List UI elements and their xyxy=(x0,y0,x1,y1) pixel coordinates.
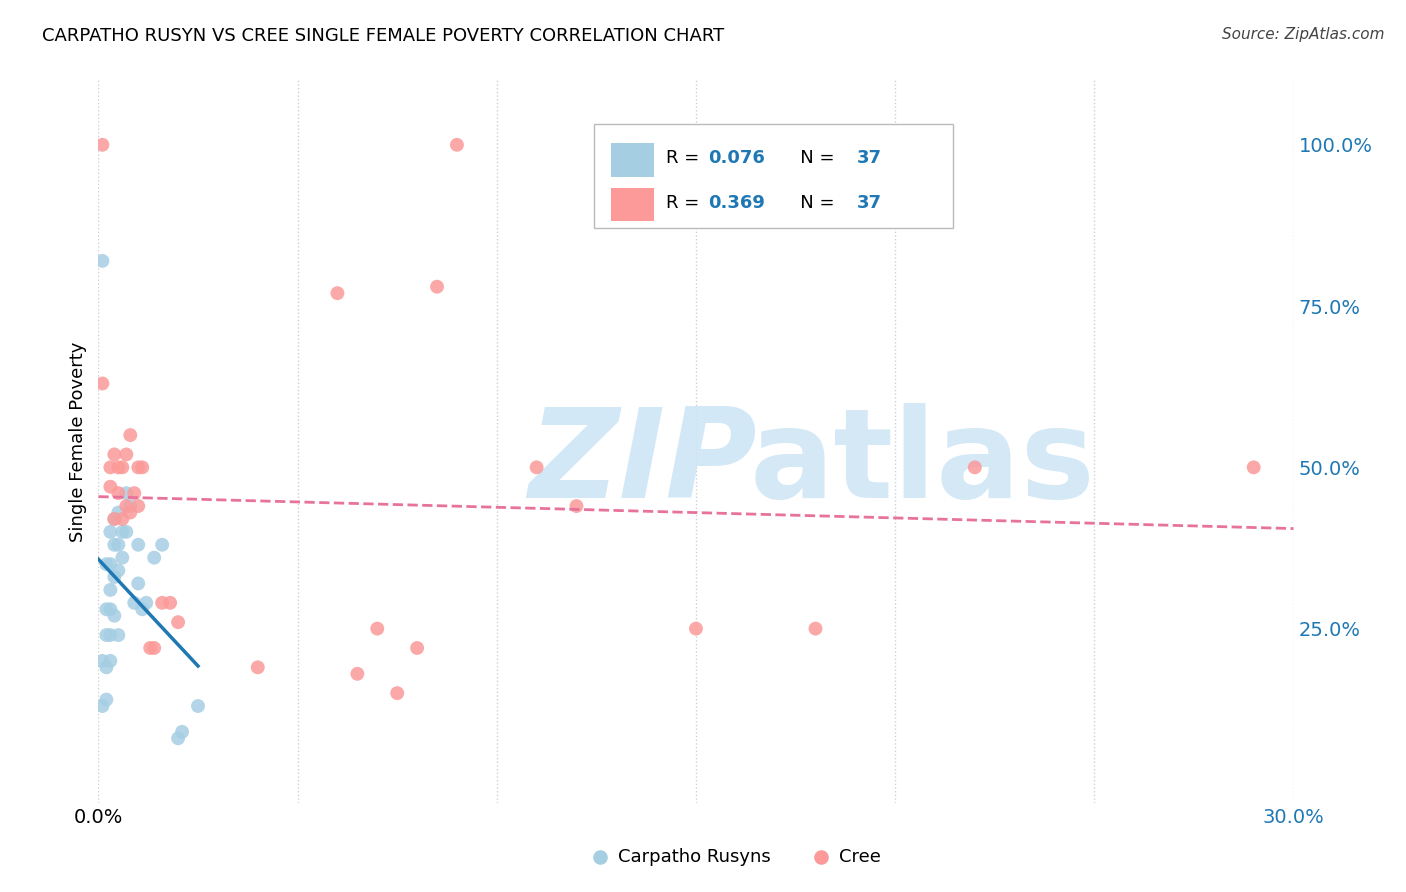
Point xyxy=(107,506,129,520)
Point xyxy=(107,628,129,642)
Point xyxy=(124,486,146,500)
Point xyxy=(103,608,125,623)
Point xyxy=(326,286,349,301)
Point xyxy=(167,615,190,630)
Text: CARPATHO RUSYN VS CREE SINGLE FEMALE POVERTY CORRELATION CHART: CARPATHO RUSYN VS CREE SINGLE FEMALE POV… xyxy=(42,27,724,45)
Y-axis label: Single Female Poverty: Single Female Poverty xyxy=(69,342,87,541)
Point xyxy=(143,640,166,655)
Point xyxy=(1243,460,1265,475)
Text: Carpatho Rusyns: Carpatho Rusyns xyxy=(619,848,770,866)
Point xyxy=(406,640,429,655)
Point xyxy=(107,564,129,578)
Point xyxy=(131,460,153,475)
Point xyxy=(91,654,114,668)
Point xyxy=(111,524,134,539)
Point xyxy=(107,460,129,475)
FancyBboxPatch shape xyxy=(612,188,654,221)
Point xyxy=(103,512,125,526)
Point xyxy=(91,137,114,152)
Point xyxy=(187,699,209,714)
Point xyxy=(120,428,142,442)
Text: R =: R = xyxy=(666,194,704,212)
Point xyxy=(98,557,122,571)
FancyBboxPatch shape xyxy=(612,144,654,177)
Point xyxy=(111,460,134,475)
Point xyxy=(96,660,118,674)
Point xyxy=(96,692,118,706)
Point xyxy=(96,557,118,571)
Point xyxy=(120,499,142,513)
Point xyxy=(246,660,269,674)
Point xyxy=(107,486,129,500)
Point xyxy=(91,254,114,268)
Text: atlas: atlas xyxy=(749,402,1095,524)
Point xyxy=(804,622,827,636)
FancyBboxPatch shape xyxy=(595,124,953,228)
Point xyxy=(96,628,118,642)
Point xyxy=(111,550,134,565)
Point xyxy=(103,570,125,584)
Text: Source: ZipAtlas.com: Source: ZipAtlas.com xyxy=(1222,27,1385,42)
Text: N =: N = xyxy=(783,150,841,168)
Text: N =: N = xyxy=(783,194,841,212)
Text: R =: R = xyxy=(666,150,704,168)
Point xyxy=(98,460,122,475)
Point xyxy=(91,699,114,714)
Text: 0.369: 0.369 xyxy=(709,194,765,212)
Point xyxy=(111,512,134,526)
Text: 37: 37 xyxy=(858,194,883,212)
Point xyxy=(115,499,138,513)
Point xyxy=(426,279,449,293)
Text: Cree: Cree xyxy=(839,848,882,866)
Point xyxy=(366,622,388,636)
Point xyxy=(565,499,588,513)
Point xyxy=(124,596,146,610)
Point xyxy=(159,596,181,610)
Point xyxy=(139,640,162,655)
Point xyxy=(526,460,548,475)
Point xyxy=(120,506,142,520)
Point xyxy=(127,538,149,552)
Point xyxy=(127,499,149,513)
Point xyxy=(98,628,122,642)
Point xyxy=(150,596,173,610)
Point xyxy=(98,480,122,494)
Point xyxy=(127,460,149,475)
Point xyxy=(963,460,986,475)
Point xyxy=(107,538,129,552)
Point xyxy=(98,654,122,668)
Point xyxy=(385,686,409,700)
Point xyxy=(135,596,157,610)
Point xyxy=(98,582,122,597)
Point xyxy=(685,622,707,636)
Point xyxy=(172,724,194,739)
Point xyxy=(103,538,125,552)
Point xyxy=(115,486,138,500)
Text: 37: 37 xyxy=(858,150,883,168)
Point xyxy=(115,524,138,539)
Point xyxy=(143,550,166,565)
Point xyxy=(98,602,122,616)
Point xyxy=(91,376,114,391)
Point xyxy=(98,524,122,539)
Point xyxy=(346,666,368,681)
Point xyxy=(131,602,153,616)
Point xyxy=(96,602,118,616)
Point xyxy=(150,538,173,552)
Point xyxy=(167,731,190,746)
Point xyxy=(103,447,125,461)
Point xyxy=(103,512,125,526)
Point xyxy=(127,576,149,591)
Text: 0.076: 0.076 xyxy=(709,150,765,168)
Point xyxy=(115,447,138,461)
Point xyxy=(446,137,468,152)
Text: ZIP: ZIP xyxy=(529,402,758,524)
